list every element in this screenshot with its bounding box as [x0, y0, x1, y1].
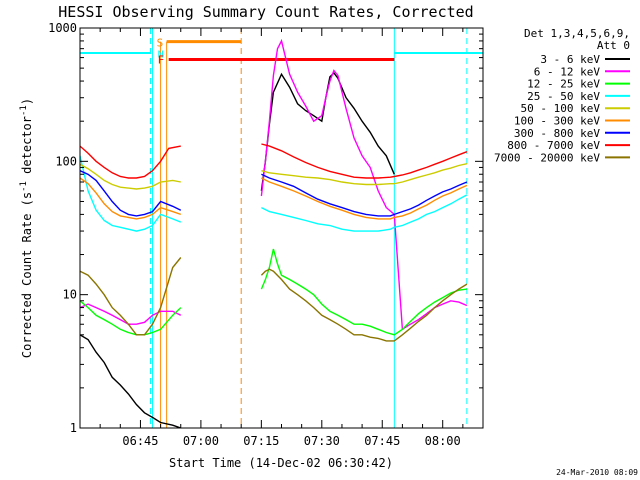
date-stamp: 24-Mar-2010 08:09 — [556, 468, 638, 477]
legend-label-5: 100 - 300 keV — [514, 115, 600, 128]
saa-label: S — [157, 37, 164, 50]
series-line-8 — [80, 257, 468, 342]
x-tick-label-4: 07:45 — [364, 434, 400, 448]
series-line-2 — [80, 248, 467, 336]
legend-header-0: Det 1,3,4,5,6,9, — [524, 27, 630, 40]
night-label: N — [158, 50, 164, 61]
x-tick-label-3: 07:30 — [304, 434, 340, 448]
legend-label-3: 25 - 50 keV — [527, 90, 600, 103]
legend-label-1: 6 - 12 keV — [534, 65, 601, 78]
legend-label-2: 12 - 25 keV — [527, 78, 600, 91]
series-line-1 — [80, 38, 468, 331]
legend-label-0: 3 - 6 keV — [540, 53, 600, 66]
series-line-4 — [80, 163, 468, 190]
x-tick-label-5: 08:00 — [425, 434, 461, 448]
plot-frame — [79, 27, 484, 429]
y-axis-label: Corrected Count Rate (s-1 detector-1) — [19, 98, 34, 358]
legend-label-6: 300 - 800 keV — [514, 127, 600, 140]
axis-layer: 1 10 100 1000 06:45 07:00 07:15 07:30 07:45 08:00 — [48, 21, 484, 448]
flare-label: F — [158, 54, 165, 67]
x-tick-label-1: 07:00 — [183, 434, 219, 448]
series-line-6 — [80, 170, 468, 217]
series-line-3 — [80, 155, 468, 232]
x-axis-label: Start Time (14-Dec-02 06:30:42) — [169, 456, 393, 470]
legend-label-7: 800 - 7000 keV — [507, 139, 600, 152]
legend-label-4: 50 - 100 keV — [521, 102, 601, 115]
y-tick-label-1: 10 — [63, 288, 77, 302]
marker-layer — [80, 28, 483, 428]
x-tick-label-2: 07:15 — [243, 434, 279, 448]
legend-label-8: 7000 - 20000 keV — [494, 151, 600, 164]
y-tick-label-3: 1000 — [48, 21, 77, 35]
legend-header-1: Att 0 — [597, 39, 630, 52]
x-tick-label-0: 06:45 — [122, 434, 158, 448]
y-tick-label-0: 1 — [70, 421, 77, 435]
series-line-0 — [80, 71, 395, 428]
chart-title: HESSI Observing Summary Count Rates, Cor… — [58, 3, 473, 21]
series-layer — [80, 38, 468, 428]
y-tick-label-2: 100 — [55, 154, 77, 168]
series-line-5 — [80, 177, 468, 220]
series-line-7 — [80, 143, 468, 179]
